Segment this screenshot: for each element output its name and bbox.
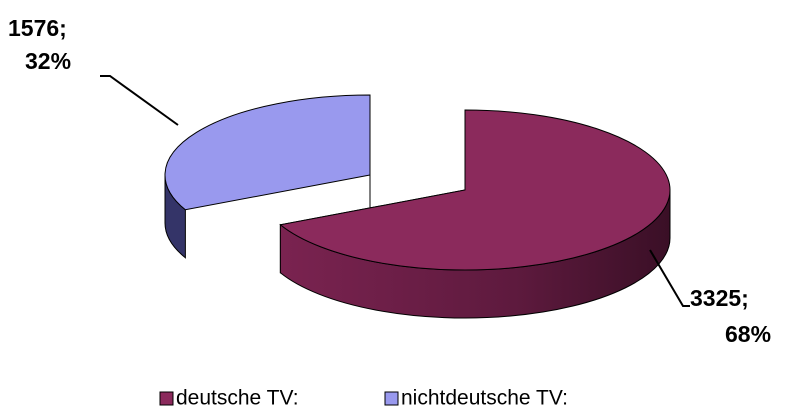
legend-label: deutsche TV: [176, 387, 299, 410]
legend-swatch [159, 391, 174, 406]
value-label: 1576; [8, 15, 67, 41]
legend-swatch [384, 391, 399, 406]
value-label: 3325; [690, 285, 749, 311]
leader-line [100, 75, 179, 126]
value-label: 32% [25, 48, 71, 74]
leader-line [649, 249, 690, 307]
slice [279, 109, 671, 271]
legend-label: nichtdeutsche TV: [401, 387, 568, 410]
value-label: 68% [725, 321, 771, 347]
slice [164, 94, 371, 211]
